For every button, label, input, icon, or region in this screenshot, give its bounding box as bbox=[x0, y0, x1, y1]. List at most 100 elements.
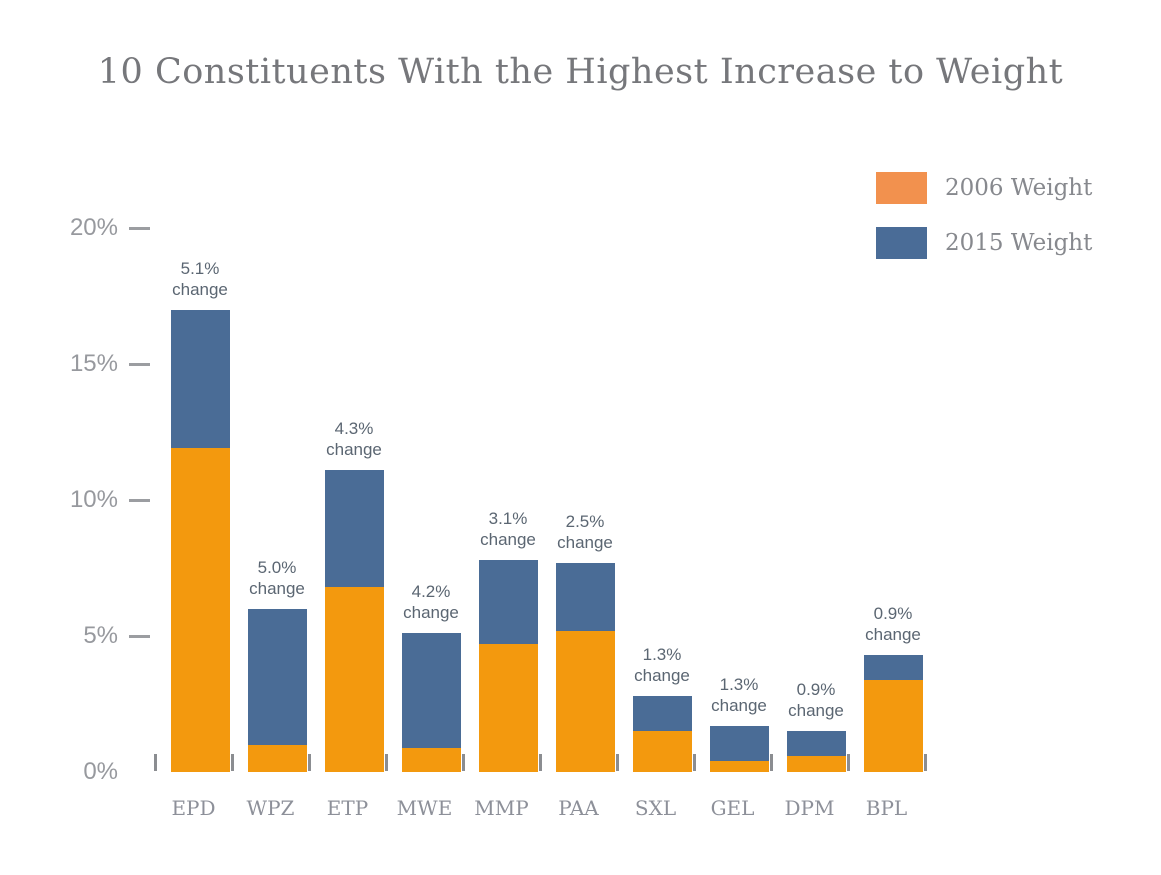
change-annotation: 5.1% change bbox=[172, 258, 228, 300]
change-annotation: 5.0% change bbox=[249, 557, 305, 599]
x-axis-tick bbox=[462, 754, 465, 771]
x-axis-tick bbox=[616, 754, 619, 771]
change-word: change bbox=[711, 695, 767, 715]
legend-swatch-2006 bbox=[876, 172, 927, 204]
bar-slot-etp: 4.3% change bbox=[309, 228, 386, 772]
bar-gel bbox=[710, 725, 769, 772]
x-axis-tick bbox=[770, 754, 773, 771]
x-label-gel: GEL bbox=[710, 796, 755, 820]
bar-segment-2015 bbox=[479, 559, 538, 645]
x-label-bpl: BPL bbox=[865, 796, 908, 820]
legend-label: 2015 Weight bbox=[945, 230, 1093, 256]
bar-segment-2015 bbox=[556, 562, 615, 631]
bar-mmp bbox=[479, 559, 538, 772]
bars-row: 5.1% change 5.0% change 4.3% change 4.2% change… bbox=[155, 228, 925, 772]
change-value: 5.1% bbox=[180, 258, 220, 278]
change-word: change bbox=[788, 701, 844, 721]
y-tick-dash bbox=[129, 499, 150, 502]
change-word: change bbox=[480, 529, 536, 549]
bar-mwe bbox=[402, 633, 461, 772]
x-axis-tick bbox=[154, 754, 157, 771]
x-label-mwe: MWE bbox=[396, 796, 453, 820]
change-value: 1.3% bbox=[642, 644, 682, 664]
change-annotation: 0.9% change bbox=[788, 679, 844, 721]
bar-segment-2006 bbox=[479, 644, 538, 772]
y-tick-label: 5% bbox=[83, 622, 118, 649]
plot-area: 5.1% change 5.0% change 4.3% change 4.2% change… bbox=[154, 228, 927, 820]
bar-segment-2006 bbox=[325, 587, 384, 772]
bar-segment-2015 bbox=[710, 725, 769, 762]
bar-segment-2006 bbox=[556, 630, 615, 772]
x-label-paa: PAA bbox=[558, 796, 599, 820]
change-value: 2.5% bbox=[565, 511, 605, 531]
change-annotation: 4.3% change bbox=[326, 418, 382, 460]
x-label-sxl: SXL bbox=[634, 796, 677, 820]
change-word: change bbox=[557, 532, 613, 552]
bar-bpl bbox=[864, 655, 923, 772]
bar-segment-2006 bbox=[248, 744, 307, 772]
bar-sxl bbox=[633, 695, 692, 772]
y-tick-dash bbox=[129, 363, 150, 366]
change-value: 3.1% bbox=[488, 508, 528, 528]
x-label-epd: EPD bbox=[171, 796, 216, 820]
change-annotation: 1.3% change bbox=[711, 674, 767, 716]
y-tick-label: 0% bbox=[83, 758, 118, 785]
x-label-wpz: WPZ bbox=[246, 796, 295, 820]
change-value: 4.2% bbox=[411, 582, 451, 602]
change-word: change bbox=[865, 625, 921, 645]
x-axis-tick bbox=[385, 754, 388, 771]
bar-slot-mmp: 3.1% change bbox=[463, 228, 540, 772]
change-value: 1.3% bbox=[719, 674, 759, 694]
bar-slot-dpm: 0.9% change bbox=[771, 228, 848, 772]
change-word: change bbox=[403, 603, 459, 623]
change-annotation: 0.9% change bbox=[865, 603, 921, 645]
bar-segment-2006 bbox=[710, 761, 769, 772]
legend-item: 2015 Weight bbox=[876, 227, 1092, 259]
change-annotation: 1.3% change bbox=[634, 644, 690, 686]
x-label-dpm: DPM bbox=[784, 796, 835, 820]
bar-segment-2006 bbox=[864, 679, 923, 772]
x-axis-tick bbox=[924, 754, 927, 771]
legend-item: 2006 Weight bbox=[876, 172, 1092, 204]
bar-segment-2006 bbox=[402, 747, 461, 772]
bar-slot-sxl: 1.3% change bbox=[617, 228, 694, 772]
x-axis-labels: EPD WPZ ETP MWE MMP PAA SXL GEL DPM BPL bbox=[155, 796, 925, 820]
change-annotation: 2.5% change bbox=[557, 511, 613, 553]
x-axis-tick bbox=[539, 754, 542, 771]
bar-paa bbox=[556, 562, 615, 772]
bar-slot-mwe: 4.2% change bbox=[386, 228, 463, 772]
y-tick-dash bbox=[129, 635, 150, 638]
y-tick-label: 20% bbox=[69, 214, 118, 241]
bar-segment-2015 bbox=[325, 470, 384, 588]
bar-etp bbox=[325, 470, 384, 772]
bar-segment-2015 bbox=[633, 695, 692, 732]
change-annotation: 4.2% change bbox=[403, 581, 459, 623]
bar-segment-2015 bbox=[171, 309, 230, 449]
y-tick-dash bbox=[129, 227, 150, 230]
change-word: change bbox=[249, 578, 305, 598]
bar-segment-2006 bbox=[633, 731, 692, 772]
bar-slot-epd: 5.1% change bbox=[155, 228, 232, 772]
bar-slot-wpz: 5.0% change bbox=[232, 228, 309, 772]
x-axis-tick bbox=[693, 754, 696, 771]
legend: 2006 Weight 2015 Weight bbox=[876, 172, 1092, 282]
bar-wpz bbox=[248, 608, 307, 772]
bar-segment-2015 bbox=[787, 731, 846, 756]
x-axis-tick bbox=[308, 754, 311, 771]
change-word: change bbox=[326, 440, 382, 460]
x-label-mmp: MMP bbox=[474, 796, 529, 820]
legend-swatch-2015 bbox=[876, 227, 927, 259]
chart-title: 10 Constituents With the Highest Increas… bbox=[97, 52, 1064, 92]
bar-slot-paa: 2.5% change bbox=[540, 228, 617, 772]
y-tick-label: 10% bbox=[69, 486, 118, 513]
bar-dpm bbox=[787, 731, 846, 772]
y-tick-label: 15% bbox=[69, 350, 118, 377]
change-word: change bbox=[634, 665, 690, 685]
y-axis: 0% 5% 10% 15% 20% bbox=[30, 214, 155, 785]
legend-label: 2006 Weight bbox=[945, 175, 1093, 201]
bar-epd bbox=[171, 309, 230, 772]
x-axis-tick bbox=[231, 754, 234, 771]
bar-slot-bpl: 0.9% change bbox=[848, 228, 925, 772]
bar-segment-2015 bbox=[864, 655, 923, 680]
